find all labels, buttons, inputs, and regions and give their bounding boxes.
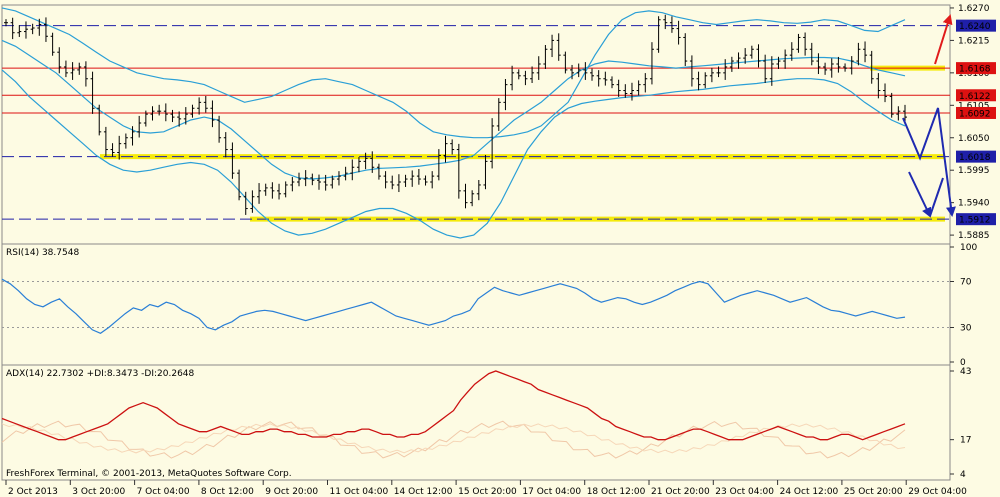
adx-tick-label: 4 xyxy=(960,470,966,480)
price-tick-label: 1.6050 xyxy=(958,134,990,144)
rsi-tick-label: 0 xyxy=(960,358,966,368)
rsi-title: RSI(14) 38.7548 xyxy=(6,248,79,258)
level-label-bg xyxy=(956,19,996,32)
time-tick-label: 23 Oct 04:00 xyxy=(715,487,774,497)
di-plus-line xyxy=(1,420,906,459)
time-tick-label: 18 Oct 12:00 xyxy=(587,487,646,497)
bollinger-middle xyxy=(1,39,906,180)
bearish-forecast-arrow xyxy=(929,177,944,217)
bollinger-lower xyxy=(1,69,906,239)
time-tick-label: 14 Oct 12:00 xyxy=(394,487,453,497)
level-label: 1.6240 xyxy=(959,22,991,32)
price-tick-label: 1.5885 xyxy=(958,231,990,241)
time-tick-label: 9 Oct 20:00 xyxy=(265,487,318,497)
price-tick-label: 1.6270 xyxy=(958,4,990,14)
level-label: 1.6122 xyxy=(959,92,991,102)
price-tick-label: 1.5940 xyxy=(958,199,990,209)
plot-frame xyxy=(1,4,951,481)
rsi-line xyxy=(1,278,906,334)
time-tick-label: 17 Oct 04:00 xyxy=(522,487,581,497)
bullish-forecast-arrow xyxy=(934,14,953,65)
time-tick-label: 11 Oct 04:00 xyxy=(330,487,389,497)
adx-tick-label: 43 xyxy=(960,367,971,377)
time-tick-label: 8 Oct 12:00 xyxy=(201,487,254,497)
time-tick-label: 7 Oct 04:00 xyxy=(137,487,190,497)
level-label-bg xyxy=(956,106,996,119)
rsi-tick-label: 100 xyxy=(960,243,977,253)
bearish-forecast-arrow xyxy=(902,107,956,217)
time-tick-label: 3 Oct 20:00 xyxy=(72,487,125,497)
level-label-bg xyxy=(956,213,996,226)
level-label: 1.6168 xyxy=(959,65,991,75)
adx-line xyxy=(1,370,906,441)
copyright-text: FreshForex Terminal, © 2001-2013, MetaQu… xyxy=(6,469,292,479)
level-label-bg xyxy=(956,150,996,163)
price-tick-label: 1.6105 xyxy=(958,101,990,111)
bearish-forecast-arrow xyxy=(908,171,932,218)
time-tick-label: 24 Oct 12:00 xyxy=(780,487,839,497)
price-tick-label: 1.5995 xyxy=(958,166,990,176)
level-label-bg xyxy=(956,89,996,102)
level-label-bg xyxy=(956,62,996,75)
level-label: 1.6092 xyxy=(959,109,991,119)
time-tick-label: 15 Oct 20:00 xyxy=(458,487,517,497)
adx-title: ADX(14) 22.7302 +DI:8.3473 -DI:20.2648 xyxy=(6,369,195,379)
di-minus-line xyxy=(1,423,906,454)
rsi-tick-label: 70 xyxy=(960,278,972,288)
rsi-tick-label: 30 xyxy=(960,324,972,334)
level-label: 1.6018 xyxy=(959,153,991,163)
level-label: 1.5912 xyxy=(959,216,991,226)
time-tick-label: 2 Oct 2013 xyxy=(8,487,58,497)
price-tick-label: 1.6215 xyxy=(958,36,990,46)
time-tick-label: 21 Oct 20:00 xyxy=(651,487,710,497)
adx-tick-label: 17 xyxy=(960,436,971,446)
bollinger-upper xyxy=(1,7,906,139)
time-tick-label: 29 Oct 04:00 xyxy=(908,487,967,497)
time-tick-label: 25 Oct 20:00 xyxy=(844,487,903,497)
